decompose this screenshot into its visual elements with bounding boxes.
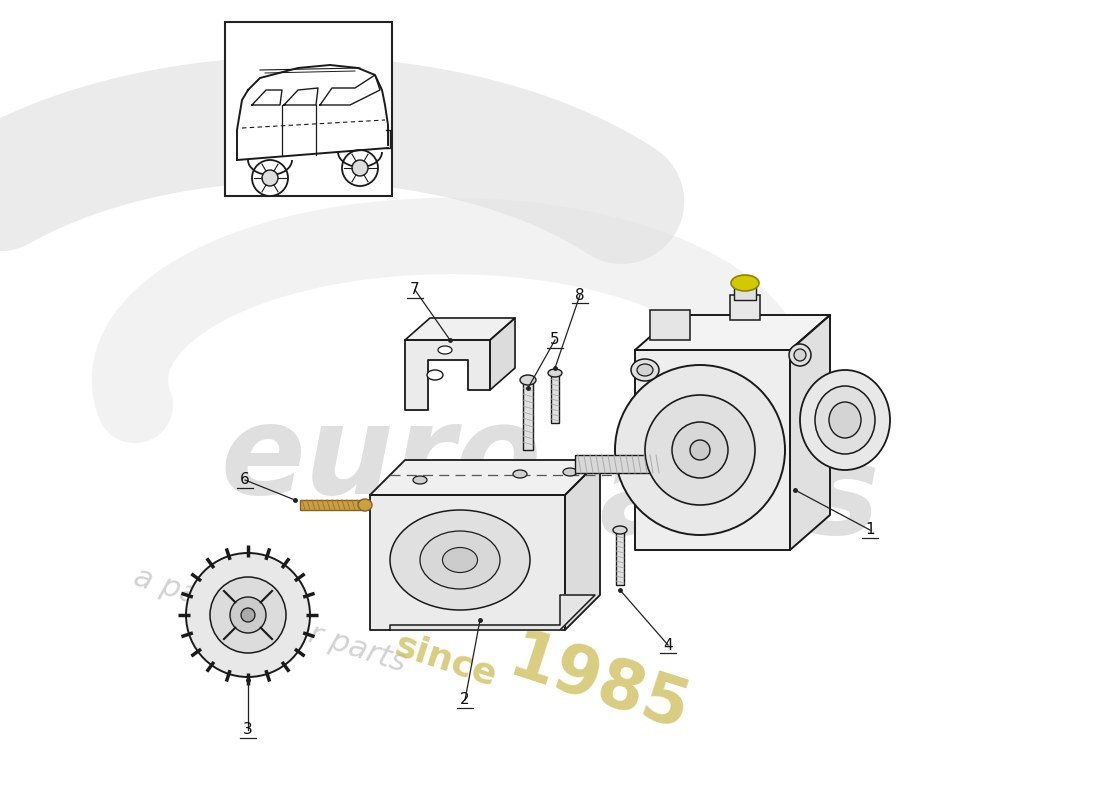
Ellipse shape: [520, 375, 536, 385]
Ellipse shape: [631, 359, 659, 381]
Bar: [734, 285, 756, 300]
Circle shape: [230, 597, 266, 633]
Circle shape: [615, 365, 785, 535]
Polygon shape: [405, 340, 490, 410]
Ellipse shape: [427, 370, 443, 380]
Ellipse shape: [390, 510, 530, 610]
Ellipse shape: [613, 526, 627, 534]
Ellipse shape: [548, 369, 562, 377]
Text: parts: parts: [510, 439, 880, 561]
Ellipse shape: [563, 468, 578, 476]
Text: 4: 4: [663, 638, 673, 653]
Text: 6: 6: [240, 473, 250, 487]
Ellipse shape: [438, 346, 452, 354]
Ellipse shape: [800, 370, 890, 470]
Ellipse shape: [789, 344, 811, 366]
Circle shape: [241, 608, 255, 622]
Text: since: since: [390, 627, 501, 693]
Polygon shape: [405, 318, 515, 340]
Text: 1: 1: [866, 522, 874, 538]
Polygon shape: [390, 595, 595, 630]
Ellipse shape: [829, 402, 861, 438]
Text: euro: euro: [220, 399, 541, 521]
Ellipse shape: [412, 476, 427, 484]
Text: 8: 8: [575, 287, 585, 302]
Bar: [575, 455, 666, 473]
Text: 7: 7: [410, 282, 420, 298]
Text: 3: 3: [243, 722, 253, 738]
Bar: [650, 310, 690, 340]
Ellipse shape: [637, 364, 653, 376]
Text: a passion for parts: a passion for parts: [130, 562, 410, 678]
Bar: [522, 380, 534, 450]
Ellipse shape: [358, 499, 372, 511]
Polygon shape: [490, 318, 515, 390]
Circle shape: [690, 440, 710, 460]
Text: 2: 2: [460, 693, 470, 707]
Text: 1985: 1985: [500, 625, 697, 745]
Bar: [616, 530, 624, 585]
Circle shape: [252, 160, 288, 196]
Ellipse shape: [794, 349, 806, 361]
Polygon shape: [635, 315, 830, 350]
Bar: [551, 373, 559, 423]
Polygon shape: [565, 460, 600, 630]
Polygon shape: [790, 315, 830, 550]
Circle shape: [645, 395, 755, 505]
Ellipse shape: [732, 275, 759, 291]
Circle shape: [672, 422, 728, 478]
Circle shape: [210, 577, 286, 653]
Polygon shape: [370, 460, 600, 495]
Polygon shape: [370, 495, 565, 630]
Bar: [730, 295, 760, 320]
Ellipse shape: [815, 386, 875, 454]
Text: 5: 5: [550, 333, 560, 347]
Bar: [226, 22, 392, 196]
Polygon shape: [635, 350, 790, 550]
Ellipse shape: [513, 470, 527, 478]
Ellipse shape: [442, 547, 477, 573]
Circle shape: [342, 150, 378, 186]
Circle shape: [186, 553, 310, 677]
Bar: [300, 500, 365, 510]
Ellipse shape: [420, 531, 500, 589]
Circle shape: [262, 170, 278, 186]
Circle shape: [352, 160, 368, 176]
